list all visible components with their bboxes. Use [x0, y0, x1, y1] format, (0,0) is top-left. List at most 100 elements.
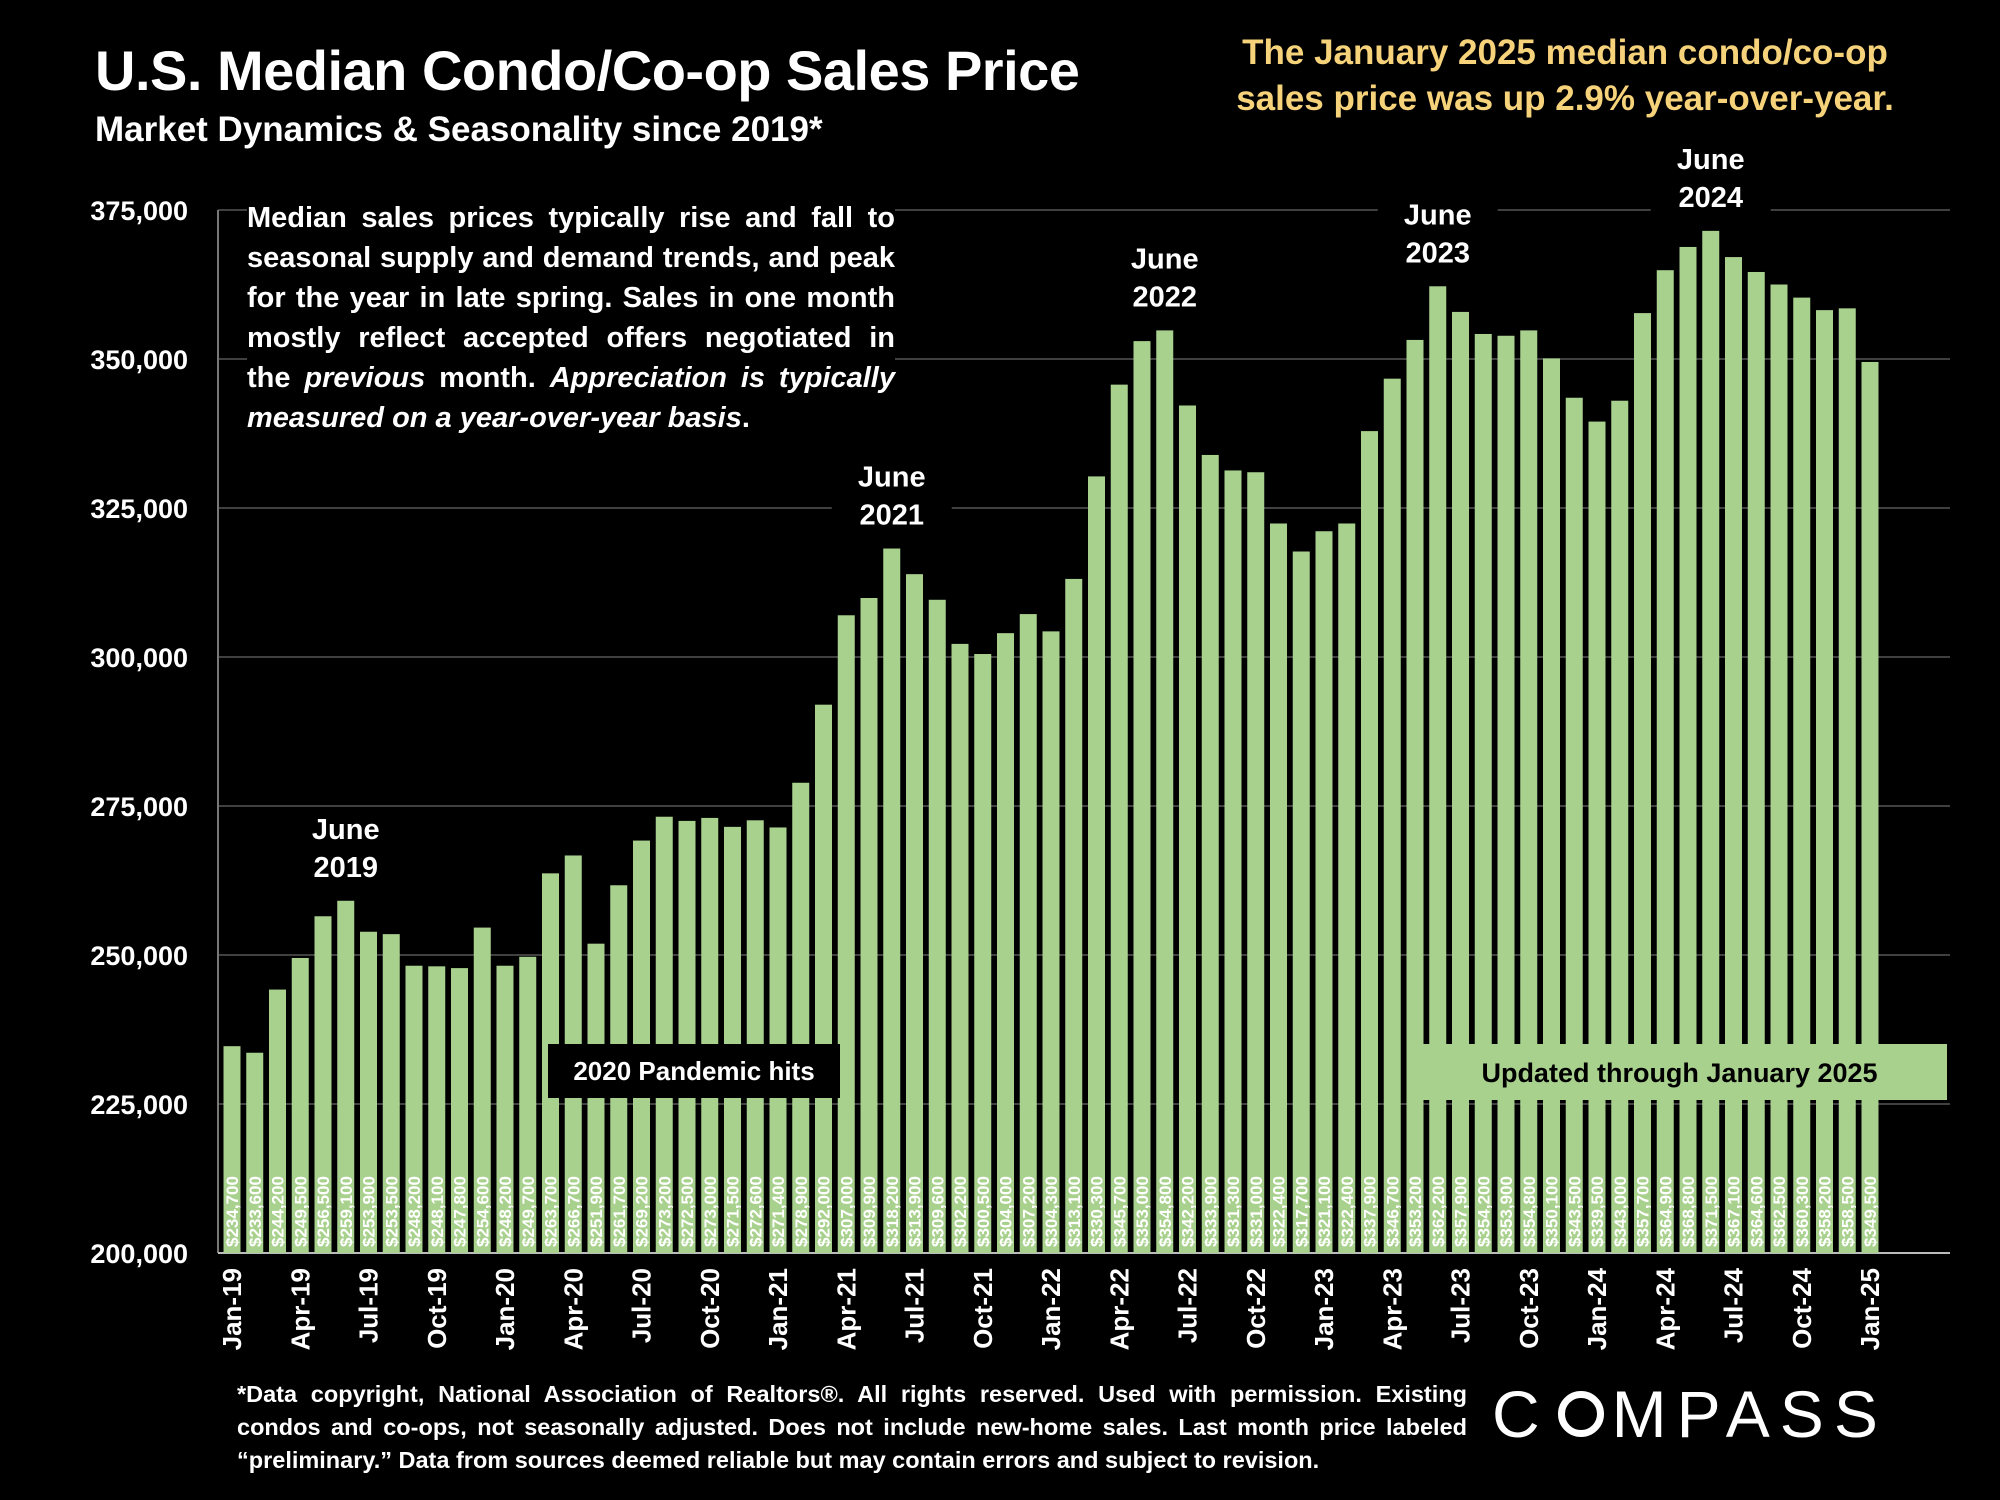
bar — [1861, 361, 1879, 1254]
x-tick-label: Jul-21 — [900, 1268, 930, 1343]
bar — [428, 966, 446, 1253]
data-label: $360,300 — [1793, 1176, 1812, 1247]
data-label: $248,100 — [428, 1176, 447, 1247]
data-label: $337,900 — [1361, 1176, 1380, 1247]
bar — [1088, 476, 1105, 1253]
data-label: $362,500 — [1770, 1176, 1789, 1247]
bar — [519, 956, 537, 1253]
x-tick-label: Oct-20 — [695, 1268, 725, 1349]
data-label: $244,200 — [269, 1176, 288, 1247]
bar — [1702, 230, 1720, 1254]
footnote: *Data copyright, National Association of… — [237, 1378, 1467, 1477]
bar — [928, 599, 946, 1253]
note-part-3: month. — [425, 362, 550, 394]
data-label: $247,800 — [451, 1176, 470, 1247]
x-tick-label: Jan-22 — [1036, 1268, 1066, 1350]
data-label: $331,000 — [1247, 1176, 1266, 1247]
bar — [1520, 330, 1538, 1254]
bar — [1201, 454, 1219, 1253]
bar — [1247, 472, 1265, 1253]
data-label: $263,700 — [542, 1176, 561, 1247]
data-label: $362,200 — [1429, 1176, 1448, 1247]
bar — [337, 900, 355, 1253]
annotation-bg — [1377, 194, 1498, 281]
peak-annotation: 2021 — [859, 500, 924, 532]
data-label: $331,300 — [1224, 1176, 1243, 1247]
bar — [1543, 358, 1560, 1253]
data-label: $321,100 — [1315, 1176, 1334, 1247]
peak-annotation: 2022 — [1132, 281, 1197, 313]
x-tick-label: Apr-19 — [285, 1268, 315, 1350]
callout-line-2: sales price was up 2.9% year-over-year. — [1236, 79, 1894, 118]
peak-annotation: June — [1404, 199, 1472, 231]
bar — [1383, 378, 1401, 1254]
data-label: $333,900 — [1201, 1176, 1220, 1247]
data-label: $272,600 — [746, 1176, 765, 1247]
bar — [1474, 333, 1492, 1253]
bar — [1224, 470, 1242, 1253]
footnote-text: *Data copyright, National Association of… — [237, 1381, 1467, 1473]
data-label: $353,200 — [1406, 1176, 1425, 1247]
bar — [997, 633, 1014, 1253]
y-tick-label: 325,000 — [90, 494, 188, 524]
bar — [1406, 339, 1424, 1254]
x-tick-label: Oct-24 — [1787, 1267, 1817, 1348]
bar — [655, 816, 673, 1253]
compass-logo: C MPASS — [1492, 1376, 1888, 1452]
bar — [1292, 551, 1310, 1253]
bar — [473, 927, 491, 1253]
bar — [360, 931, 377, 1253]
data-label: $292,000 — [815, 1176, 834, 1247]
data-label: $342,200 — [1179, 1176, 1198, 1247]
logo-text-start: C — [1492, 1377, 1550, 1451]
bar — [769, 827, 787, 1253]
logo-text-end: MPASS — [1611, 1377, 1888, 1451]
bar — [792, 782, 810, 1253]
data-label: $300,500 — [974, 1176, 993, 1247]
x-tick-label: Jul-24 — [1719, 1267, 1749, 1343]
x-tick-label: Oct-23 — [1514, 1268, 1544, 1349]
bar — [1133, 341, 1151, 1253]
bar — [1747, 271, 1765, 1253]
bar — [1110, 384, 1128, 1253]
x-tick-label: Oct-21 — [968, 1268, 998, 1349]
updated-label: Updated through January 2025 — [1481, 1058, 1877, 1088]
bar — [1452, 311, 1469, 1253]
data-label: $364,900 — [1656, 1176, 1675, 1247]
data-label: $368,800 — [1679, 1176, 1698, 1247]
bar — [269, 989, 286, 1253]
data-label: $249,500 — [291, 1176, 310, 1247]
bar — [1816, 310, 1833, 1253]
data-label: $353,900 — [1497, 1176, 1516, 1247]
bar — [496, 965, 514, 1253]
peak-annotation: June — [1131, 243, 1199, 275]
bar — [1679, 246, 1697, 1253]
data-label: $318,200 — [883, 1176, 902, 1247]
bar — [314, 916, 332, 1253]
data-label: $251,900 — [587, 1176, 606, 1247]
bar — [1656, 270, 1674, 1253]
annotation-bg — [1650, 138, 1771, 225]
peak-annotation: June — [858, 462, 926, 494]
data-label: $249,700 — [519, 1176, 538, 1247]
peak-annotation: 2023 — [1405, 237, 1470, 269]
bar — [951, 643, 969, 1253]
x-tick-label: Jul-19 — [354, 1268, 384, 1343]
data-label: $271,500 — [724, 1176, 743, 1247]
x-tick-label: Jan-24 — [1582, 1267, 1612, 1350]
x-tick-label: Apr-23 — [1377, 1268, 1407, 1350]
data-label: $364,600 — [1747, 1176, 1766, 1247]
bar — [1793, 297, 1811, 1253]
annotation-bg — [285, 808, 406, 895]
data-label: $302,200 — [951, 1176, 970, 1247]
note-part-1: Median sales prices typically rise and f… — [247, 202, 895, 394]
y-tick-label: 350,000 — [90, 345, 188, 375]
data-label: $253,900 — [360, 1176, 379, 1247]
data-label: $358,200 — [1816, 1176, 1835, 1247]
page-title: U.S. Median Condo/Co-op Sales Price — [95, 39, 1080, 102]
data-label: $307,000 — [837, 1176, 856, 1247]
bar — [906, 574, 923, 1253]
bar — [223, 1046, 241, 1253]
x-tick-label: Oct-19 — [422, 1268, 452, 1349]
